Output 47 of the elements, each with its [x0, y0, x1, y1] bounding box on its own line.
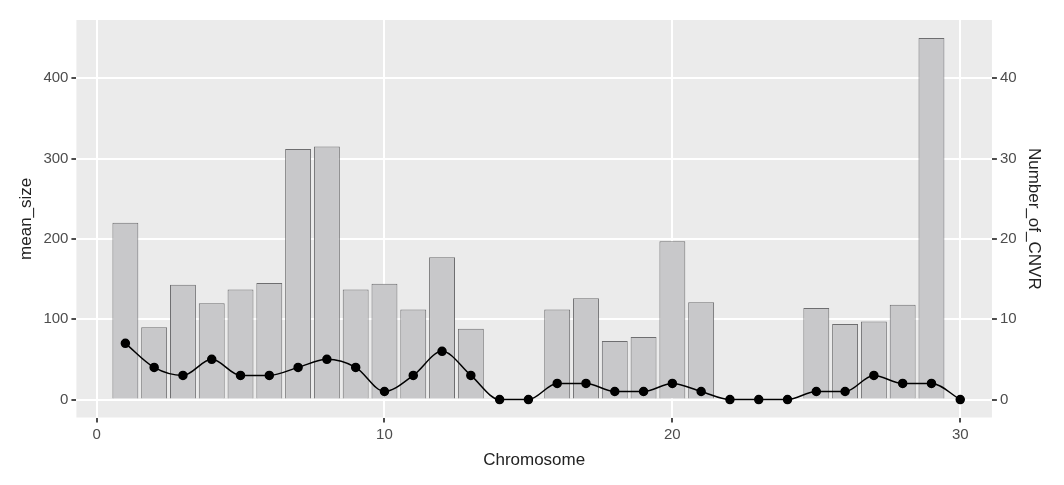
- point: [811, 386, 822, 397]
- y-tick-label: 0: [60, 389, 69, 407]
- y2-tick-label: 30: [999, 148, 1017, 166]
- y2-tick-label: 0: [999, 389, 1009, 407]
- y2-tick-label: 20: [999, 229, 1017, 247]
- point: [120, 338, 131, 349]
- point: [264, 370, 275, 381]
- point: [293, 362, 303, 373]
- point: [840, 386, 850, 397]
- point: [149, 362, 159, 373]
- point: [350, 362, 361, 373]
- point: [926, 378, 937, 389]
- y2-tick-label: 10: [999, 309, 1017, 327]
- point: [494, 394, 505, 405]
- point: [610, 386, 620, 397]
- x-tick-label: 0: [92, 424, 101, 442]
- y-tick-label: 400: [43, 68, 69, 86]
- point: [897, 378, 908, 389]
- x-tick-label: 20: [664, 424, 681, 442]
- point: [552, 378, 562, 389]
- point: [581, 378, 591, 389]
- y-tick-label: 100: [43, 309, 69, 327]
- point: [667, 378, 678, 389]
- x-tick-label: 10: [376, 424, 393, 442]
- x-axis-title: Chromosome: [483, 450, 586, 470]
- point: [178, 370, 188, 381]
- point: [782, 394, 793, 405]
- y-axis-title: mean_size: [15, 177, 35, 260]
- point: [955, 394, 965, 405]
- point: [206, 354, 217, 365]
- point: [753, 394, 764, 405]
- point: [696, 386, 706, 397]
- point: [408, 370, 419, 381]
- point: [725, 394, 735, 405]
- point: [869, 370, 879, 381]
- point: [322, 354, 332, 365]
- point: [437, 346, 447, 357]
- point: [235, 370, 246, 381]
- point: [379, 386, 390, 397]
- x-tick-label: 30: [951, 424, 969, 442]
- point: [466, 370, 476, 381]
- point: [638, 386, 649, 397]
- y-tick-label: 200: [43, 229, 69, 247]
- y2-axis-title: Number_of_CNVR: [1025, 147, 1045, 290]
- y2-tick-label: 40: [999, 68, 1017, 86]
- point: [523, 394, 534, 405]
- y-tick-label: 300: [43, 148, 69, 166]
